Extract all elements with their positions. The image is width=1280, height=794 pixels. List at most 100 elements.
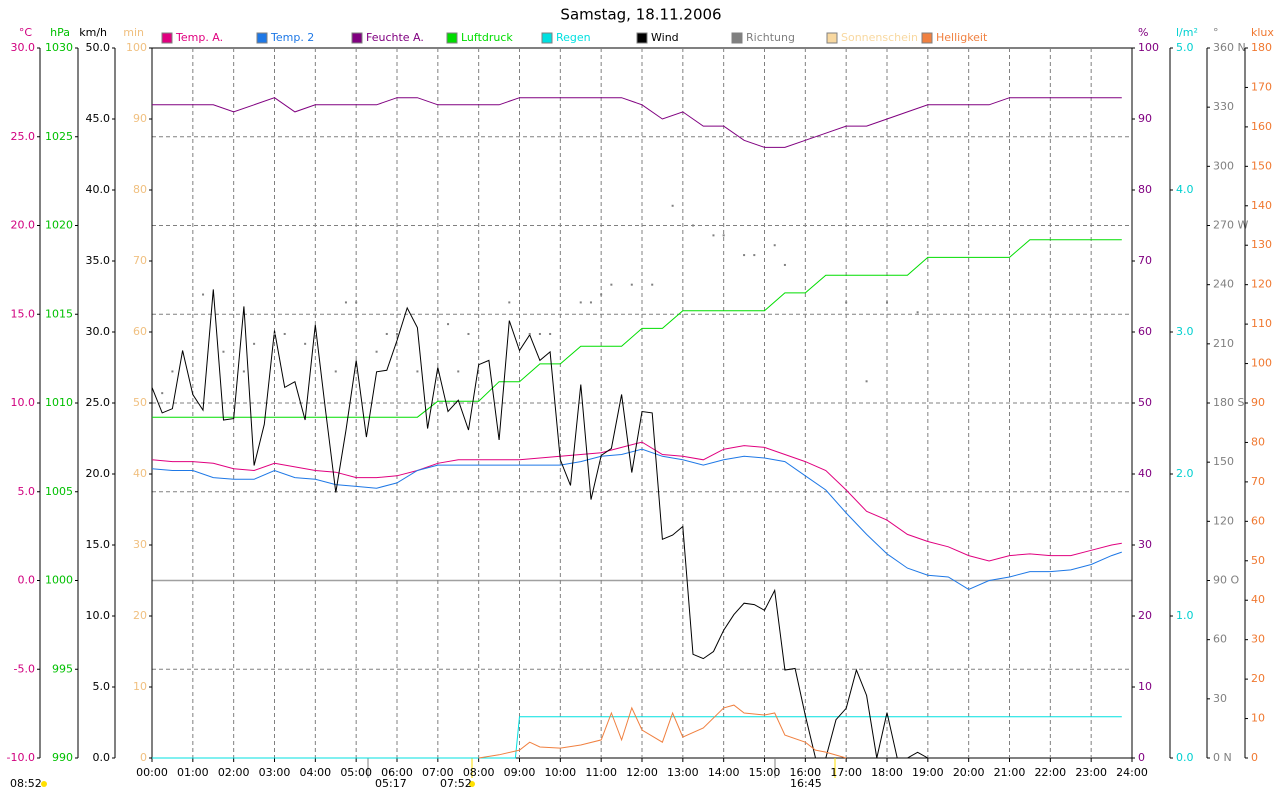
- y-tick-label: 45.0: [86, 112, 111, 125]
- y-tick-label: 150: [1251, 159, 1272, 172]
- y-tick-label: 80: [133, 183, 147, 196]
- direction-dot: [886, 301, 888, 304]
- y-tick-label: 90: [1138, 112, 1152, 125]
- legend-swatch: [921, 32, 933, 44]
- axis-unit: °C: [19, 26, 33, 39]
- legend-label: Richtung: [746, 31, 795, 44]
- direction-dot: [579, 301, 582, 304]
- y-tick-label: 1005: [45, 485, 73, 498]
- y-tick-label: 130: [1251, 238, 1272, 251]
- x-tick-label: 04:00: [299, 766, 331, 779]
- x-tick-label: 00:00: [136, 766, 168, 779]
- time-annotation: 08:52: [10, 777, 42, 790]
- legend-label: Regen: [556, 31, 591, 44]
- legend-swatch: [256, 32, 268, 44]
- direction-dot: [416, 370, 419, 373]
- y-tick-label: 0.0: [93, 751, 111, 764]
- y-tick-label: 1025: [45, 130, 73, 143]
- y-tick-label: 5.0: [93, 680, 111, 693]
- y-tick-label: 20: [1251, 672, 1265, 685]
- y-tick-label: 1.0: [1176, 609, 1194, 622]
- legend-swatch: [446, 32, 458, 44]
- y-tick-label: 0: [140, 751, 147, 764]
- direction-dot: [283, 332, 286, 335]
- direction-dot: [783, 263, 786, 266]
- direction-dot: [273, 332, 276, 335]
- direction-dot: [692, 224, 695, 227]
- legend-label: Wind: [651, 31, 679, 44]
- y-tick-label: 3.0: [1176, 325, 1194, 338]
- direction-dot: [916, 311, 919, 314]
- direction-dot: [600, 293, 603, 296]
- y-tick-label: 5.0: [18, 485, 36, 498]
- x-tick-label: 15:00: [749, 766, 781, 779]
- y-tick-label: 100: [1251, 357, 1272, 370]
- x-tick-label: 17:00: [830, 766, 862, 779]
- direction-dot: [253, 342, 256, 345]
- y-tick-label: 995: [52, 662, 73, 675]
- direction-dot: [630, 283, 633, 286]
- y-tick-label: 180: [1251, 41, 1272, 54]
- axis-unit: °: [1213, 26, 1219, 39]
- axis-unit: km/h: [79, 26, 107, 39]
- y-tick-label: 50: [133, 396, 147, 409]
- chart-title: Samstag, 18.11.2006: [560, 6, 721, 24]
- time-annotation: 05:17: [375, 777, 407, 790]
- x-tick-label: 23:00: [1075, 766, 1107, 779]
- x-tick-label: 24:00: [1116, 766, 1148, 779]
- y-tick-label: 10: [133, 680, 147, 693]
- time-annotation: 07:52: [440, 777, 472, 790]
- time-annotation: 16:45: [790, 777, 822, 790]
- legend-label: Luftdruck: [461, 31, 513, 44]
- direction-dot: [304, 342, 307, 345]
- y-tick-label: 2.0: [1176, 467, 1194, 480]
- direction-dot: [722, 234, 725, 237]
- series-line: [152, 97, 1122, 148]
- sun-marker: [41, 781, 47, 787]
- legend-swatch: [636, 32, 648, 44]
- legend-label: Temp. 2: [270, 31, 314, 44]
- direction-dot: [508, 301, 511, 304]
- direction-dot: [457, 370, 460, 373]
- x-tick-label: 06:00: [381, 766, 413, 779]
- series-line: [151, 289, 929, 759]
- direction-dot: [865, 380, 868, 383]
- y-tick-label: 50.0: [86, 41, 111, 54]
- y-tick-label: 10: [1251, 712, 1265, 725]
- y-tick-label: 60: [1138, 325, 1152, 338]
- direction-dot: [610, 283, 613, 286]
- y-tick-label: 100: [1138, 41, 1159, 54]
- y-tick-label: 20.0: [11, 219, 36, 232]
- sunrise-dot: [469, 781, 475, 787]
- direction-dot: [712, 234, 715, 237]
- x-tick-label: 05:00: [340, 766, 372, 779]
- y-tick-label: 1020: [45, 219, 73, 232]
- direction-dot: [528, 332, 531, 335]
- y-tick-label: 0.0: [18, 574, 36, 587]
- y-tick-label: 35.0: [86, 254, 111, 267]
- y-tick-label: 50: [1138, 396, 1152, 409]
- x-tick-label: 14:00: [708, 766, 740, 779]
- direction-dot: [202, 293, 205, 296]
- y-tick-label: 40: [1138, 467, 1152, 480]
- legend-label: Feuchte A.: [366, 31, 424, 44]
- direction-dot: [385, 332, 388, 335]
- legend-label: Sonnenschein: [841, 31, 918, 44]
- legend-swatch: [731, 32, 743, 44]
- legend-swatch: [826, 32, 838, 44]
- x-tick-label: 08:00: [463, 766, 495, 779]
- direction-dot: [222, 350, 225, 353]
- y-tick-label: 4.0: [1176, 183, 1194, 196]
- y-tick-label: 70: [1251, 475, 1265, 488]
- axis-unit: %: [1138, 26, 1148, 39]
- series-line: [151, 448, 1122, 590]
- axis-unit: hPa: [50, 26, 70, 39]
- axis-unit: klux: [1251, 26, 1274, 39]
- y-tick-label: 180 S: [1213, 396, 1244, 409]
- x-tick-label: 03:00: [259, 766, 291, 779]
- y-tick-label: 80: [1251, 435, 1265, 448]
- y-tick-label: 160: [1251, 120, 1272, 133]
- y-tick-label: 120: [1213, 514, 1234, 527]
- y-tick-label: 210: [1213, 337, 1234, 350]
